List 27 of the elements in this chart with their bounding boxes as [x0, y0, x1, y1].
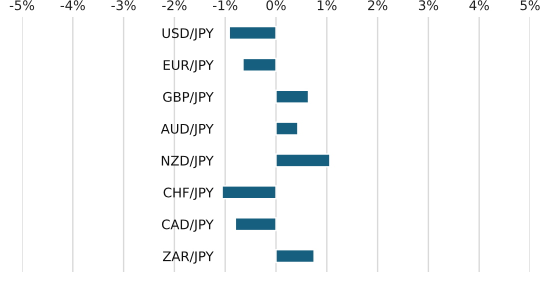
bar	[221, 185, 277, 200]
x-tick-label: 4%	[469, 0, 489, 10]
bar	[275, 121, 299, 136]
bar	[234, 217, 277, 232]
y-tick-label: CHF/JPY	[164, 188, 214, 200]
x-tick-label: -4%	[60, 0, 85, 10]
y-tick-label: GBP/JPY	[163, 92, 214, 104]
x-tick-label: 1%	[318, 0, 337, 10]
bar	[275, 90, 310, 104]
y-tick-label: NZD/JPY	[162, 156, 214, 168]
x-tick-label: -5%	[10, 0, 34, 10]
bar	[275, 248, 315, 264]
x-tick-label: -3%	[111, 0, 136, 10]
x-tick-label: -2%	[162, 0, 187, 10]
x-tick-label: 2%	[368, 0, 388, 10]
y-tick-label: ZAR/JPY	[162, 251, 214, 264]
y-tick-label: USD/JPY	[162, 28, 214, 41]
x-tick-label: 3%	[418, 0, 438, 10]
bar	[242, 58, 277, 72]
y-tick-label: AUD/JPY	[160, 124, 214, 136]
bar	[228, 26, 277, 40]
x-tick-label: 5%	[520, 0, 540, 10]
y-tick-label: EUR/JPY	[164, 60, 214, 72]
y-tick-label: CAD/JPY	[162, 219, 214, 232]
x-tick-label: 0%	[266, 0, 286, 10]
x-tick-label: -1%	[213, 0, 238, 10]
bar	[275, 153, 331, 168]
